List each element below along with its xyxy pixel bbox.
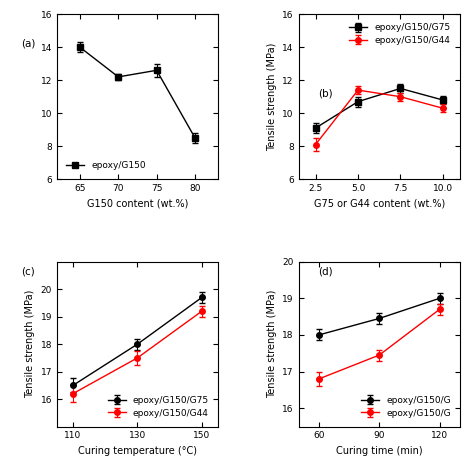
Text: (c): (c) bbox=[21, 266, 35, 277]
Y-axis label: Tensile strength (MPa): Tensile strength (MPa) bbox=[267, 43, 277, 151]
Legend: epoxy/G150: epoxy/G150 bbox=[62, 156, 150, 174]
Y-axis label: Tensile strength (MPa): Tensile strength (MPa) bbox=[25, 290, 35, 398]
Legend: epoxy/G150/G75, epoxy/G150/G44: epoxy/G150/G75, epoxy/G150/G44 bbox=[103, 392, 213, 422]
X-axis label: G75 or G44 content (wt.%): G75 or G44 content (wt.%) bbox=[314, 199, 445, 209]
Text: (d): (d) bbox=[318, 266, 333, 277]
Y-axis label: Tensile strength (MPa): Tensile strength (MPa) bbox=[267, 290, 277, 398]
X-axis label: G150 content (wt.%): G150 content (wt.%) bbox=[87, 199, 188, 209]
Text: (b): (b) bbox=[318, 89, 333, 99]
Legend: epoxy/G150/G75, epoxy/G150/G44: epoxy/G150/G75, epoxy/G150/G44 bbox=[345, 19, 455, 49]
Legend: epoxy/G150/G, epoxy/G150/G: epoxy/G150/G, epoxy/G150/G bbox=[356, 392, 455, 422]
X-axis label: Curing temperature (°C): Curing temperature (°C) bbox=[78, 446, 197, 456]
Text: (a): (a) bbox=[21, 39, 36, 49]
X-axis label: Curing time (min): Curing time (min) bbox=[336, 446, 422, 456]
